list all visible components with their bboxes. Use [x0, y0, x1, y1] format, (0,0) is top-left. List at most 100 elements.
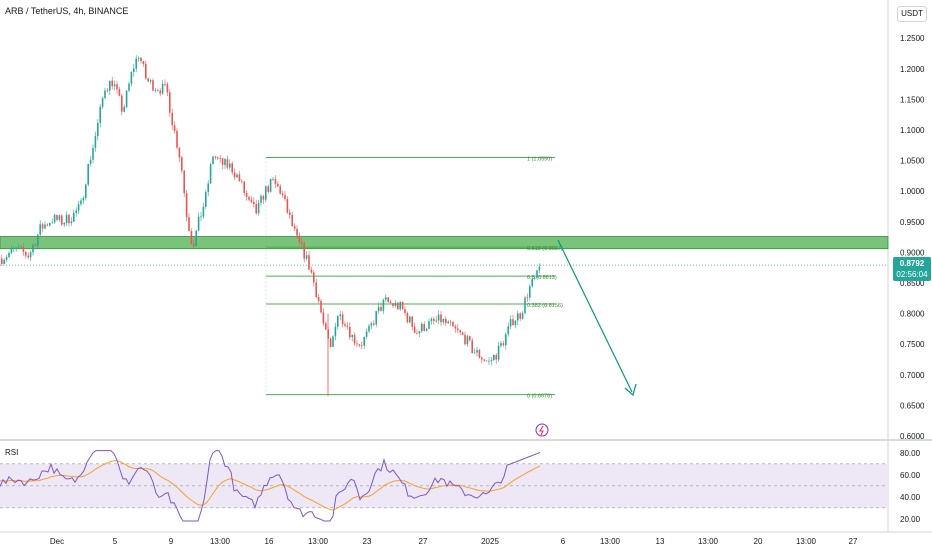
candle-body [140, 57, 142, 62]
price-axis-label: 0.7500 [900, 340, 925, 349]
candle-body [481, 357, 483, 360]
candle-body [457, 328, 459, 331]
candle-body [493, 355, 495, 361]
candle-body [53, 214, 56, 223]
candle-body [269, 178, 272, 192]
candle-body [226, 159, 229, 168]
candle-body [449, 321, 452, 323]
currency-selector[interactable]: USDT [897, 6, 927, 22]
candle-body [73, 212, 75, 222]
candle-body [505, 334, 507, 346]
candle-body [509, 319, 512, 327]
candle-body [370, 323, 373, 326]
time-axis-label: 6 [561, 537, 566, 546]
candle-body [329, 338, 332, 347]
candle-body [63, 223, 65, 225]
rsi-line[interactable] [0, 450, 541, 522]
price-axis-label: 0.9500 [900, 218, 925, 227]
bar-countdown: 02:56:04 [896, 270, 928, 279]
candle-body [190, 231, 193, 244]
time-axis-label: 23 [363, 537, 372, 546]
candle-body [365, 331, 368, 337]
candle-body [435, 320, 437, 322]
candle-body [22, 246, 25, 252]
resistance-zone[interactable] [0, 236, 889, 250]
candle-body [279, 186, 281, 194]
price-axis-label: 0.8500 [900, 279, 925, 288]
candle-body [404, 309, 406, 314]
candle-body [101, 98, 104, 107]
candle-body [200, 216, 202, 218]
candle-body [526, 297, 529, 299]
candle-body [147, 78, 149, 82]
candle-body [346, 325, 349, 327]
candle-body [87, 163, 89, 185]
candle-body [454, 326, 457, 329]
candle-body [181, 157, 183, 171]
candle-body [277, 183, 279, 187]
candle-body [70, 221, 73, 224]
candle-body [80, 200, 82, 205]
candle-body [382, 299, 385, 311]
candle-body [173, 125, 176, 131]
candle-body [337, 316, 339, 327]
candle-body [315, 282, 317, 297]
candle-body [459, 330, 461, 333]
candle-body [164, 83, 166, 85]
candle-body [8, 252, 10, 258]
candle-body [238, 174, 241, 182]
candle-body [476, 350, 478, 353]
candle-body [320, 300, 322, 313]
candle-body [25, 251, 27, 256]
candle-body [159, 90, 161, 94]
candle-body [125, 90, 128, 107]
candle-body [341, 314, 344, 325]
candle-body [46, 224, 49, 226]
forecast-arrow[interactable] [557, 239, 633, 393]
last-price-tag: 0.8792 02:56:04 [893, 257, 931, 281]
price-axis-label: 1.1500 [900, 95, 925, 104]
candle-body [10, 248, 13, 253]
candle-body [500, 343, 502, 346]
candle-body [351, 334, 353, 338]
candle-body [423, 323, 425, 331]
symbol-title: ARB / TetherUS, 4h, BINANCE [5, 6, 129, 16]
candle-body [380, 306, 382, 311]
candle-body [416, 332, 418, 334]
candle-body [188, 217, 190, 232]
fib-level-label: 0.382 (0.8156) [527, 303, 563, 309]
candle-body [471, 340, 473, 354]
candle-body [219, 158, 221, 159]
lightning-icon[interactable] [535, 423, 549, 437]
candle-body [514, 320, 517, 326]
candle-body [61, 215, 63, 225]
candle-body [392, 303, 394, 306]
candle-body [313, 272, 315, 283]
time-axis-label: 13:00 [796, 537, 817, 546]
candle-body [452, 321, 454, 327]
candle-body [497, 345, 500, 360]
candle-body [286, 199, 289, 213]
candle-body [217, 157, 219, 159]
candle-body [332, 336, 334, 347]
candle-body [193, 243, 195, 247]
candle-body [389, 301, 392, 304]
candle-body [34, 245, 37, 246]
time-axis-label: 27 [849, 537, 858, 546]
candle-body [207, 183, 209, 193]
candle-body [464, 334, 466, 345]
candle-body [293, 226, 296, 229]
candle-body [123, 106, 125, 112]
candle-body [524, 297, 526, 314]
candle-body [440, 314, 442, 323]
candle-body [257, 202, 260, 214]
candle-body [521, 313, 524, 319]
candle-body [20, 246, 22, 248]
price-axis-label: 0.6000 [900, 432, 925, 441]
candle-body [536, 270, 538, 278]
candle-body [519, 313, 521, 319]
candle-body [281, 193, 284, 196]
candle-body [205, 192, 207, 207]
